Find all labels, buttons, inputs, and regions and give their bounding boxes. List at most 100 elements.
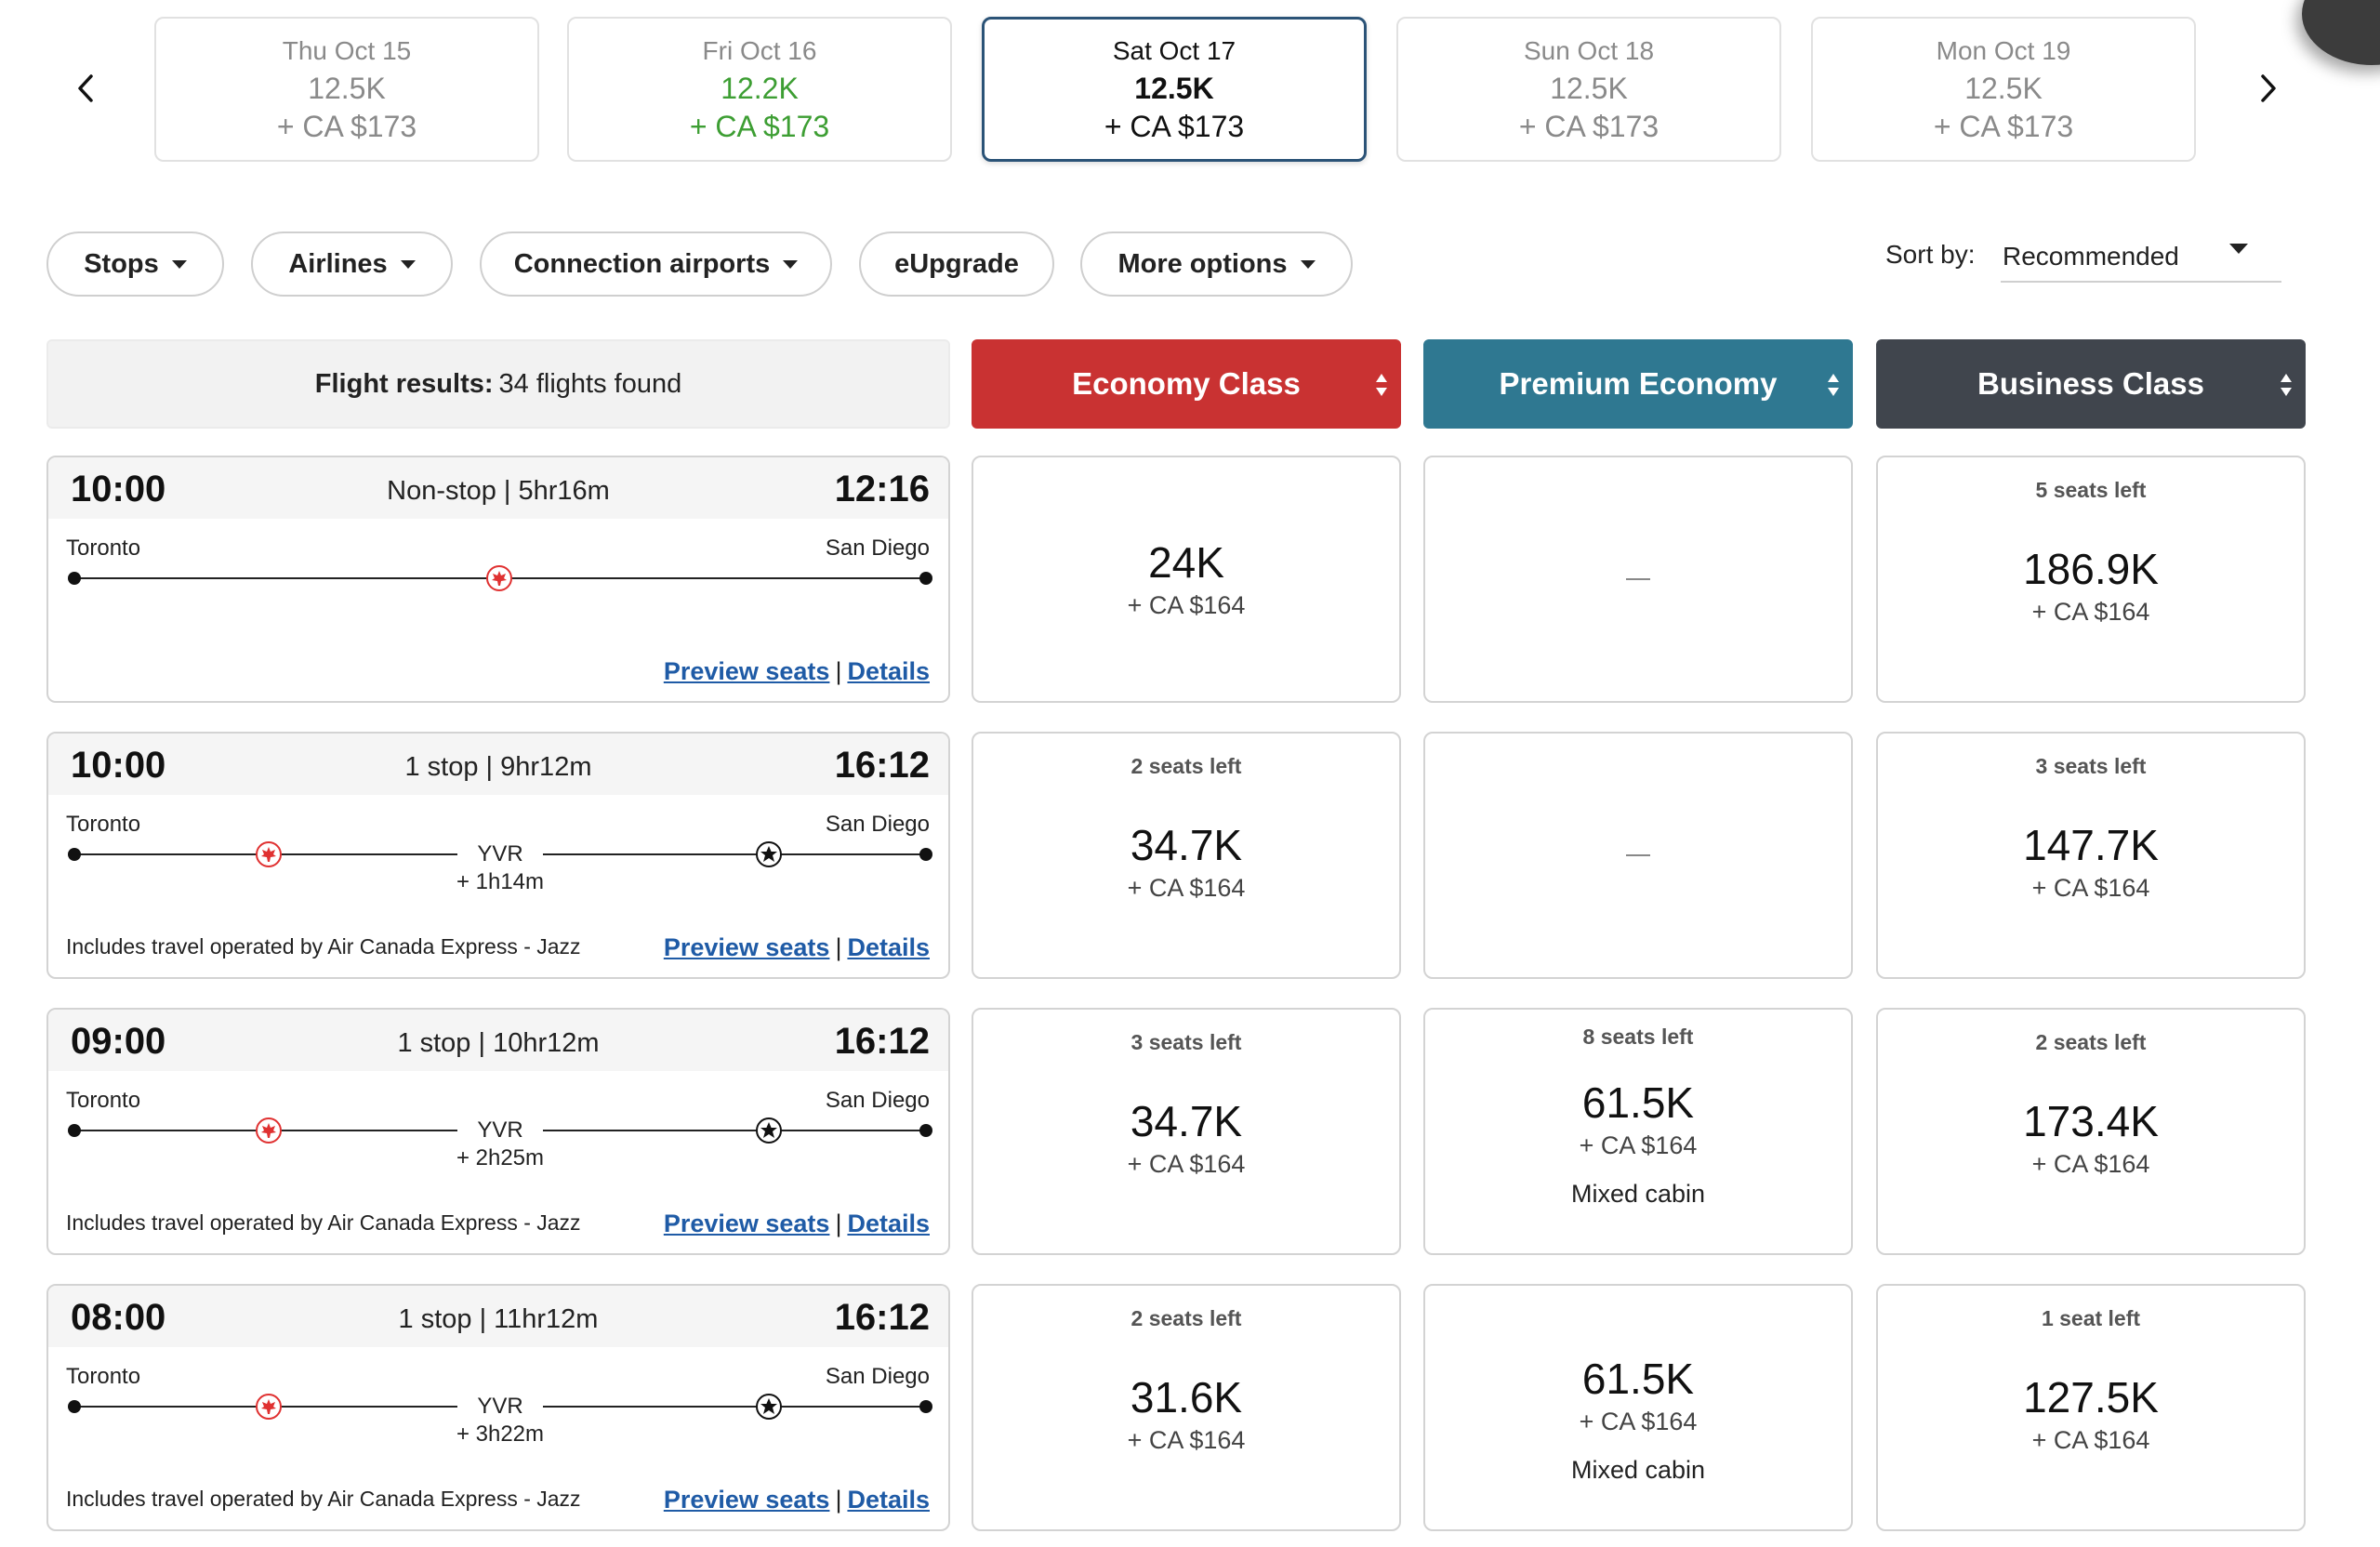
caret-down-icon — [2229, 244, 2248, 254]
fare-points: 24K — [1148, 538, 1224, 587]
fare-points: 61.5K — [1581, 1355, 1695, 1403]
chevron-left-icon[interactable] — [58, 56, 113, 121]
route-line-graphic — [68, 565, 932, 591]
fare-points: 34.7K — [1130, 1097, 1243, 1145]
fare-amount: 127.5K + CA $164 — [2023, 1371, 2159, 1457]
maple-leaf-icon — [256, 841, 282, 867]
business-fare[interactable]: 1 seat left 127.5K + CA $164 — [1876, 1284, 2306, 1531]
preview-seats-link[interactable]: Preview seats — [663, 657, 830, 685]
filter-label: Connection airports — [513, 248, 771, 279]
details-link[interactable]: Details — [847, 657, 930, 685]
economy-class-header[interactable]: Economy Class — [972, 339, 1401, 429]
fare-tax: + CA $164 — [2031, 874, 2150, 902]
link-separator: | — [835, 1210, 842, 1237]
more-options-filter-button[interactable]: More options — [1080, 231, 1353, 297]
details-link[interactable]: Details — [847, 1210, 930, 1237]
stops-filter-button[interactable]: Stops — [46, 231, 224, 297]
economy-fare[interactable]: 24K + CA $164 — [972, 456, 1401, 703]
arrival-time: 16:12 — [834, 1297, 930, 1338]
date-card-oct-15[interactable]: Thu Oct 15 12.5K + CA $173 — [154, 17, 539, 162]
fare-tax: + CA $164 — [1579, 1131, 1698, 1159]
results-label: Flight results: — [314, 368, 494, 399]
operator-note: Includes travel operated by Air Canada E… — [66, 934, 581, 959]
preview-seats-link[interactable]: Preview seats — [663, 1486, 830, 1514]
date-card-oct-16[interactable]: Fri Oct 16 12.2K + CA $173 — [567, 17, 952, 162]
route-line: YVR + 1h14m — [67, 840, 933, 905]
details-link[interactable]: Details — [847, 1486, 930, 1514]
date-card-oct-18[interactable]: Sun Oct 18 12.5K + CA $173 — [1396, 17, 1781, 162]
sort-arrows-icon — [2281, 374, 2292, 396]
date-card-oct-19[interactable]: Mon Oct 19 12.5K + CA $173 — [1811, 17, 2196, 162]
operator-note: Includes travel operated by Air Canada E… — [66, 1210, 581, 1235]
business-class-header[interactable]: Business Class — [1876, 339, 2306, 429]
origin-city: Toronto — [66, 1364, 141, 1389]
maple-leaf-icon — [256, 1394, 282, 1420]
economy-fare[interactable]: 2 seats left 31.6K + CA $164 — [972, 1284, 1401, 1531]
fare-points: 186.9K — [2023, 545, 2159, 593]
date-card-oct-17[interactable]: Sat Oct 17 12.5K + CA $173 — [982, 17, 1367, 162]
route-line — [67, 563, 933, 628]
details-link[interactable]: Details — [847, 933, 930, 961]
airlines-filter-button[interactable]: Airlines — [251, 231, 453, 297]
flight-times-bar: 09:00 1 stop | 10hr12m 16:12 — [48, 1010, 948, 1071]
caret-down-icon — [1300, 259, 1316, 269]
arrival-time: 16:12 — [834, 745, 930, 786]
preview-seats-link[interactable]: Preview seats — [663, 933, 830, 961]
flight-results-header: Flight results: 34 flights found — [46, 339, 950, 429]
connection-airports-filter-button[interactable]: Connection airports — [480, 231, 832, 297]
seats-left: 5 seats left — [2035, 478, 2147, 502]
economy-fare[interactable]: 3 seats left 34.7K + CA $164 — [972, 1008, 1401, 1255]
business-fare[interactable]: 3 seats left 147.7K + CA $164 — [1876, 732, 2306, 979]
overlay-widget-edge — [2302, 0, 2380, 65]
layover-duration: + 2h25m — [456, 1145, 545, 1170]
date-tax: + CA $173 — [1518, 110, 1659, 143]
fare-tax: + CA $164 — [2031, 1150, 2150, 1178]
chevron-right-icon[interactable] — [2241, 56, 2296, 121]
fare-tax: + CA $164 — [1127, 591, 1246, 619]
premium-economy-fare[interactable]: 61.5K + CA $164 Mixed cabin — [1423, 1284, 1853, 1531]
fare-tax: + CA $164 — [2031, 1426, 2150, 1454]
fare-amount: 24K + CA $164 — [1128, 536, 1246, 622]
destination-city: San Diego — [825, 1088, 930, 1113]
departure-time: 10:00 — [71, 745, 166, 786]
destination-city: San Diego — [825, 536, 930, 561]
mixed-cabin-label: Mixed cabin — [1570, 1456, 1706, 1484]
destination-city: San Diego — [825, 812, 930, 837]
unavailable-dash — [1626, 854, 1650, 856]
filter-label: Airlines — [288, 248, 388, 279]
preview-seats-link[interactable]: Preview seats — [663, 1210, 830, 1237]
seats-left: 2 seats left — [1130, 1306, 1242, 1330]
fare-amount: 186.9K + CA $164 — [2023, 543, 2159, 628]
route-line: YVR + 2h25m — [67, 1116, 933, 1181]
premium-economy-fare[interactable]: 8 seats left 61.5K + CA $164 Mixed cabin — [1423, 1008, 1853, 1255]
route-line: YVR + 3h22m — [67, 1392, 933, 1457]
business-fare[interactable]: 5 seats left 186.9K + CA $164 — [1876, 456, 2306, 703]
fare-tax: + CA $164 — [2031, 598, 2150, 626]
unavailable-dash — [1626, 578, 1650, 580]
business-fare[interactable]: 2 seats left 173.4K + CA $164 — [1876, 1008, 2306, 1255]
premium-economy-header[interactable]: Premium Economy — [1423, 339, 1853, 429]
seats-left: 2 seats left — [2035, 1030, 2147, 1054]
flight-links: Preview seats | Details — [664, 1485, 930, 1514]
fare-points: 127.5K — [2023, 1373, 2159, 1421]
date-label: Sun Oct 18 — [1523, 36, 1655, 65]
flight-card: 10:00 1 stop | 9hr12m 16:12 Toronto San … — [46, 732, 950, 979]
fare-amount: 61.5K + CA $164 Mixed cabin — [1571, 1353, 1705, 1487]
fare-points: 61.5K — [1581, 1078, 1695, 1127]
premium-economy-fare-unavailable — [1423, 732, 1853, 979]
eupgrade-filter-button[interactable]: eUpgrade — [859, 231, 1054, 297]
origin-city: Toronto — [66, 812, 141, 837]
filter-label: More options — [1117, 248, 1288, 279]
sort-value: Recommended — [2003, 242, 2179, 271]
connection-airport-code: YVR — [477, 1117, 523, 1143]
sort-select[interactable]: Recommended — [2001, 232, 2281, 283]
date-tax: + CA $173 — [1933, 110, 2074, 143]
economy-fare[interactable]: 2 seats left 34.7K + CA $164 — [972, 732, 1401, 979]
filter-label: Stops — [84, 248, 159, 279]
fare-amount: 31.6K + CA $164 — [1128, 1371, 1246, 1457]
date-label: Sat Oct 17 — [1112, 36, 1236, 65]
route-line-graphic — [68, 1117, 932, 1144]
origin-city: Toronto — [66, 1088, 141, 1113]
date-label: Thu Oct 15 — [282, 36, 412, 65]
route-line-graphic — [68, 841, 932, 867]
